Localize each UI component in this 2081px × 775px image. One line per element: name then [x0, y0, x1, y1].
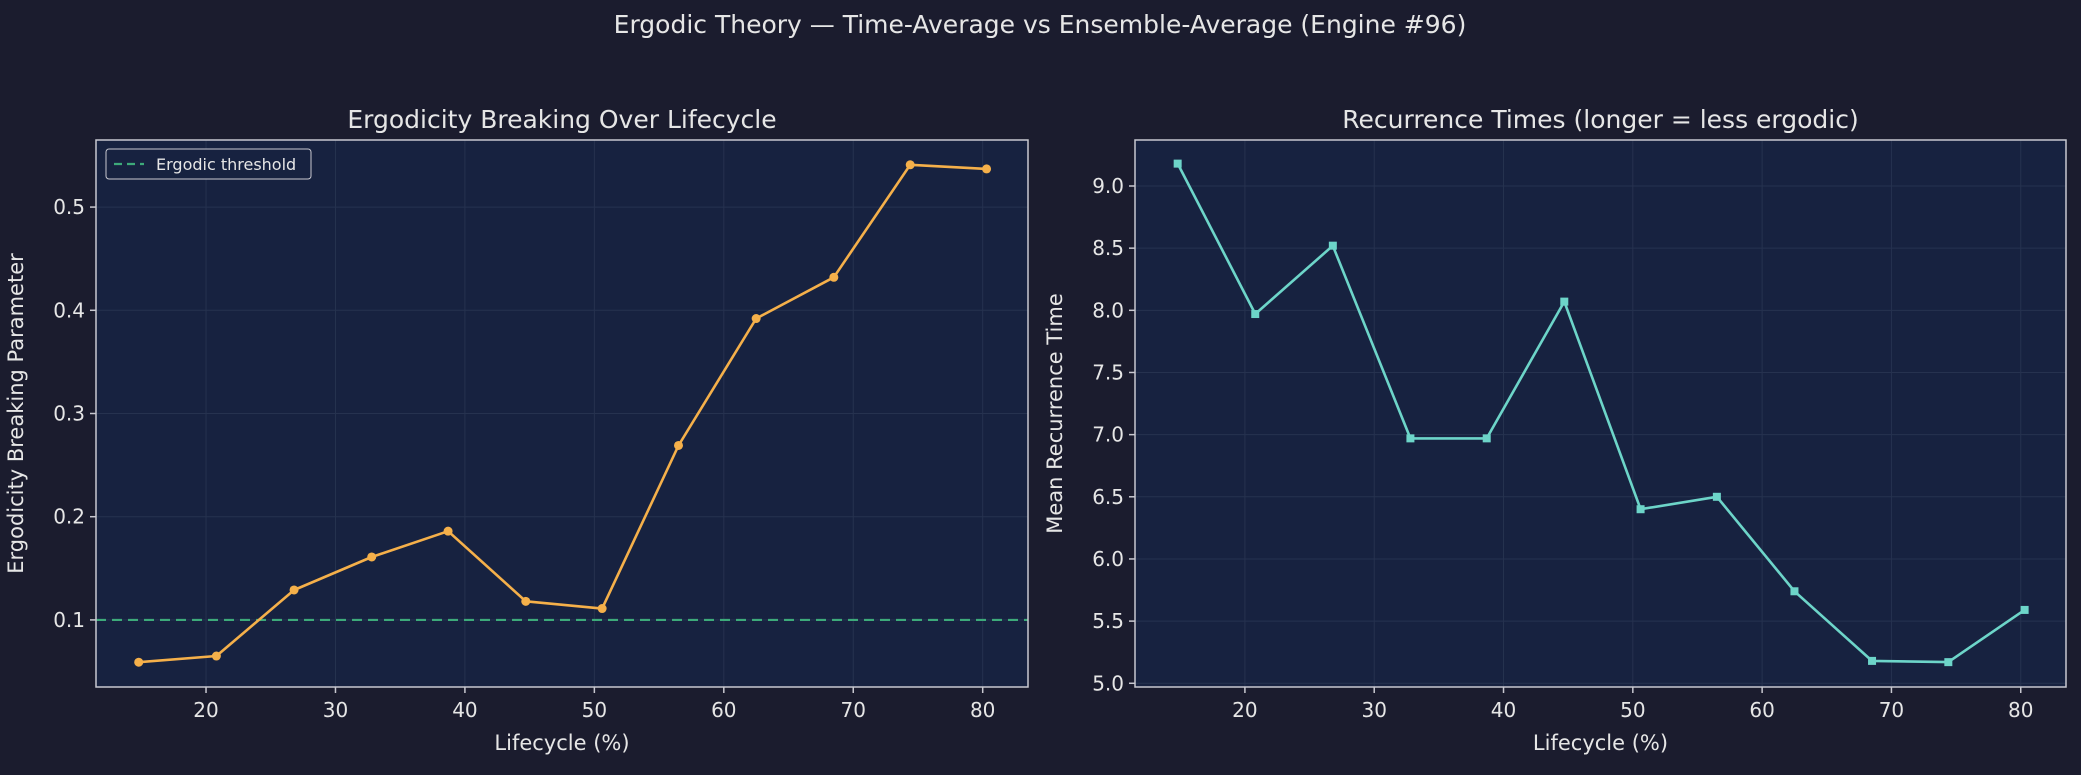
data-point: [1636, 505, 1645, 514]
x-tick-label: 60: [1749, 698, 1774, 722]
data-point: [1328, 241, 1337, 250]
legend-box: [105, 148, 312, 180]
data-point: [1712, 492, 1721, 501]
data-point: [521, 596, 531, 606]
figure-suptitle: Ergodic Theory — Time-Average vs Ensembl…: [614, 10, 1467, 39]
x-tick-label: 60: [711, 698, 736, 722]
data-point: [289, 585, 299, 595]
y-axis-label: Mean Recurrence Time: [1043, 293, 1067, 534]
data-point: [674, 440, 683, 450]
y-tick-label: 0.3: [53, 402, 85, 426]
y-axis-label: Ergodicity Breaking Parameter: [4, 253, 28, 574]
x-tick-label: 40: [452, 698, 477, 722]
y-tick-label: 8.0: [1092, 298, 1124, 322]
chart-recurrence-times: 20 30 40 50 60 70 80 5.0 5.5 6.0 6.5 7.0 7.5 8.0 8.5 9.…: [1043, 105, 2067, 755]
x-tick-label: 20: [1232, 698, 1257, 722]
y-tick-label: 6.0: [1092, 547, 1124, 571]
chart-title: Recurrence Times (longer = less ergodic): [1342, 105, 1858, 134]
x-tick-label: 80: [2008, 698, 2033, 722]
x-tick-label: 40: [1491, 698, 1516, 722]
data-point: [905, 160, 915, 170]
data-point: [1560, 297, 1569, 306]
y-tick-label: 7.0: [1092, 423, 1124, 447]
series-line: [138, 163, 987, 664]
y-tick-label: 7.5: [1092, 360, 1124, 384]
chart-title: Ergodicity Breaking Over Lifecycle: [347, 105, 776, 134]
data-point: [211, 651, 221, 661]
data-point: [597, 604, 607, 614]
y-tick-label: 0.5: [53, 195, 85, 219]
y-tick-label: 6.5: [1092, 485, 1124, 509]
data-point: [1944, 658, 1953, 667]
chart-ergodicity-breaking: 20 30 40 50 60 70 80 0.1 0.2 0.3 0.4 0.5 Ergodicity …: [4, 105, 1029, 755]
x-tick-label: 50: [1620, 698, 1645, 722]
x-axis-label: Lifecycle (%): [494, 731, 629, 755]
series-line: [1176, 163, 2026, 664]
y-tick-label: 5.5: [1092, 609, 1124, 633]
y-tick-label: 0.2: [53, 505, 85, 529]
x-tick-label: 50: [582, 698, 607, 722]
data-point: [1173, 159, 1182, 168]
y-tick-label: 0.4: [53, 298, 85, 322]
x-tick-label: 30: [323, 698, 348, 722]
y-tick-label: 5.0: [1092, 671, 1124, 695]
x-tick-label: 30: [1361, 698, 1386, 722]
x-tick-label: 70: [841, 698, 866, 722]
plot-area: [1135, 140, 2066, 687]
y-tick-label: 9.0: [1092, 174, 1124, 198]
data-point: [2020, 605, 2029, 614]
data-point: [751, 314, 761, 324]
data-point: [829, 272, 839, 282]
legend-label: Ergodic threshold: [156, 155, 296, 174]
y-tick-label: 0.1: [53, 608, 85, 632]
data-point: [982, 164, 992, 174]
y-tick-label: 8.5: [1092, 236, 1124, 260]
data-point: [1406, 434, 1415, 443]
data-point: [1868, 656, 1877, 665]
data-point: [1482, 434, 1491, 443]
x-tick-label: 70: [1879, 698, 1904, 722]
axes-frame: [1134, 139, 2067, 688]
x-tick-label: 20: [193, 698, 218, 722]
data-point: [443, 526, 453, 536]
x-tick-label: 80: [970, 698, 995, 722]
x-axis-label: Lifecycle (%): [1533, 731, 1668, 755]
data-point: [367, 552, 377, 562]
data-point: [1790, 587, 1799, 596]
data-point: [1251, 310, 1260, 319]
legend: Ergodic threshold: [105, 148, 312, 180]
data-point: [134, 657, 144, 667]
